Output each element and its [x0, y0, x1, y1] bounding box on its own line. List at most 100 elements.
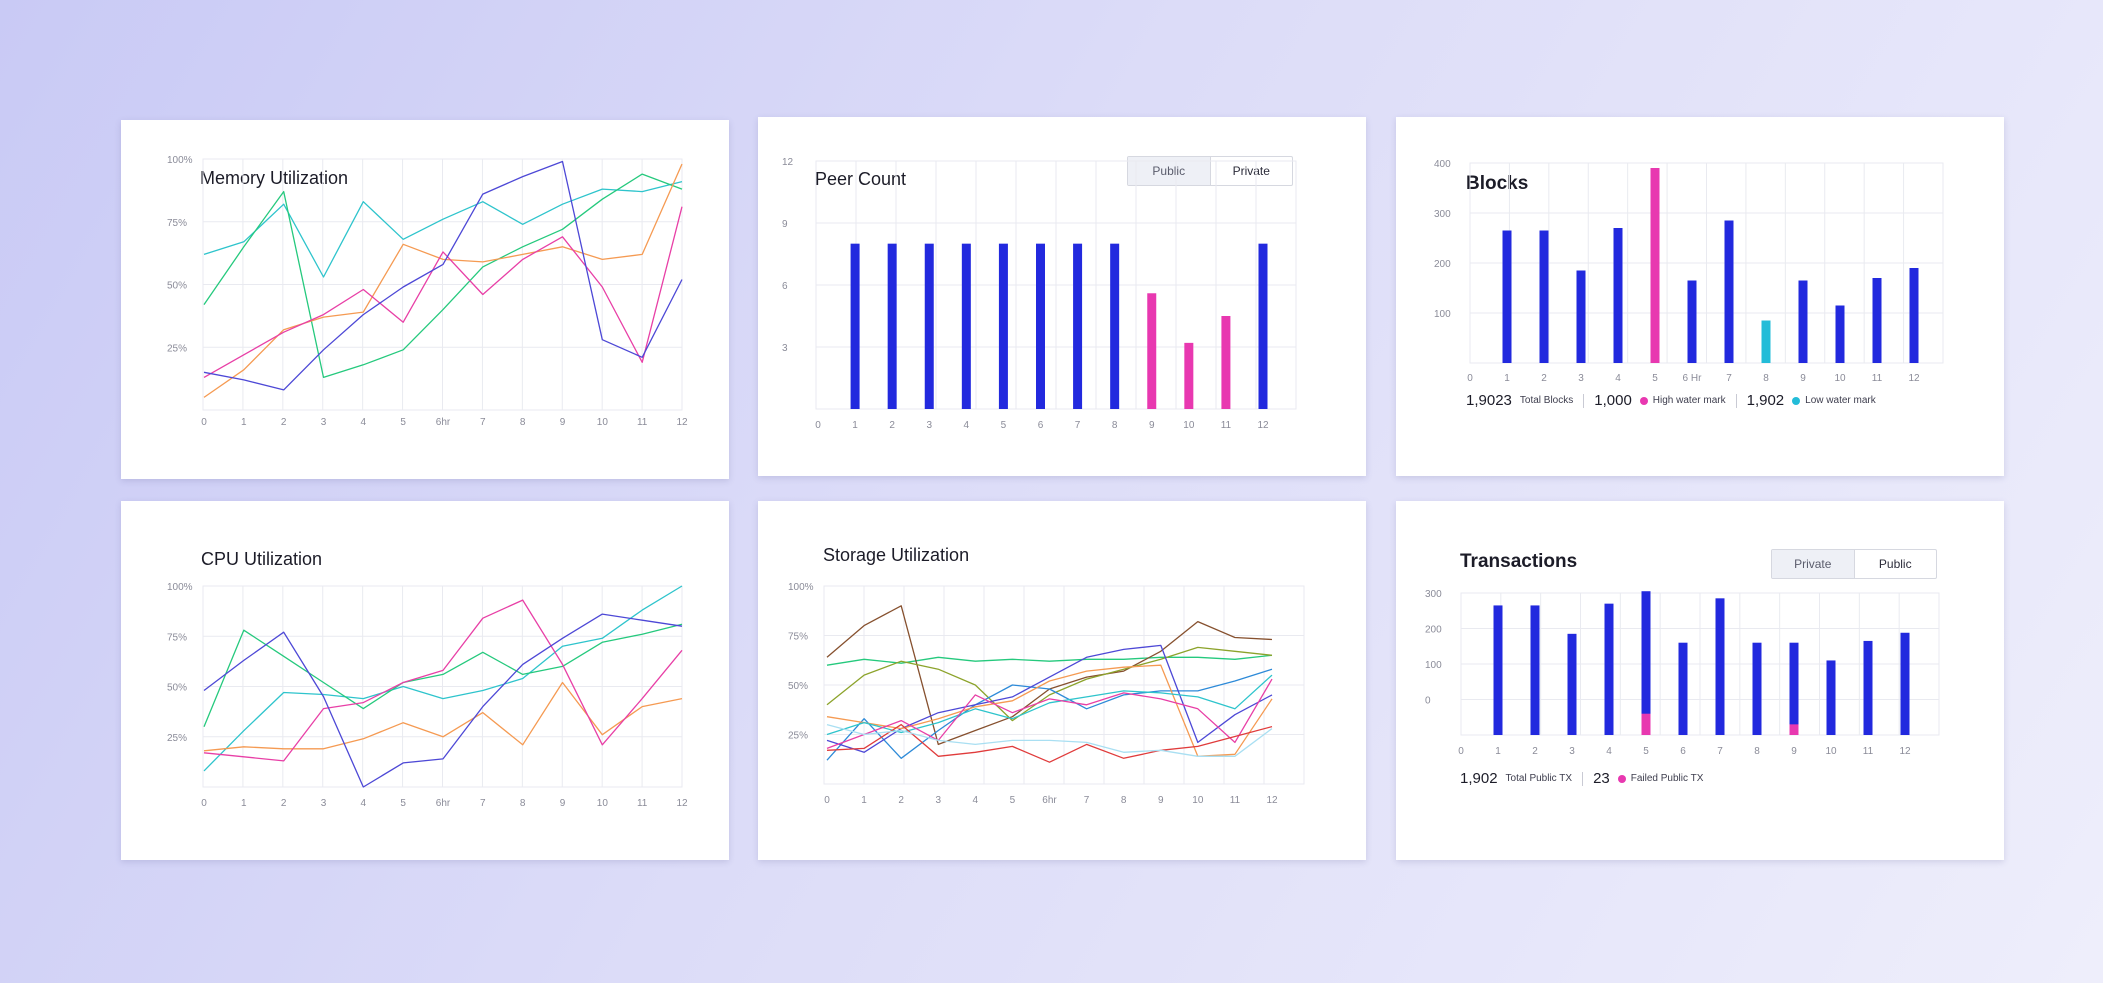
x-tick-label: 6 [1680, 746, 1686, 757]
x-tick-label: 2 [889, 420, 895, 431]
bar [1872, 278, 1882, 363]
bar [1798, 280, 1808, 363]
x-tick-label: 2 [281, 798, 287, 809]
x-tick-label: 4 [361, 417, 367, 428]
x-tick-label: 12 [1266, 795, 1278, 806]
x-tick-label: 11 [637, 417, 648, 428]
y-tick-label: 75% [788, 632, 808, 643]
failed-bar-segment [1789, 724, 1799, 735]
y-tick-label: 75% [167, 218, 187, 229]
series-line [203, 623, 683, 727]
x-tick-label: 8 [1121, 795, 1127, 806]
high-water-mark-dot-icon [1639, 396, 1648, 405]
y-tick-label: 75% [167, 632, 187, 643]
bar [1258, 243, 1268, 409]
series-line [826, 678, 1273, 750]
bar [961, 243, 971, 409]
public-toggle-button[interactable]: Public [1128, 157, 1211, 185]
y-tick-label: 400 [1434, 159, 1451, 170]
storage-utilization-title: Storage Utilization [823, 545, 970, 565]
bar [1715, 598, 1725, 735]
private-toggle-button[interactable]: Private [1232, 164, 1270, 178]
bar [1567, 633, 1577, 735]
x-tick-label: 2 [898, 795, 904, 806]
bar [1909, 268, 1919, 363]
x-tick-label: 1 [852, 420, 858, 431]
x-tick-label: 0 [201, 417, 207, 428]
stat-divider [1735, 393, 1737, 408]
x-tick-label: 11 [1230, 795, 1241, 806]
bar [998, 243, 1008, 409]
bar [1073, 243, 1083, 409]
x-tick-label: 2 [281, 417, 287, 428]
x-tick-label: 7 [480, 798, 486, 809]
x-tick-label: 5 [1652, 373, 1658, 384]
x-tick-label: 9 [1149, 420, 1155, 431]
y-tick-label: 200 [1434, 259, 1451, 270]
x-tick-label: 5 [1010, 795, 1016, 806]
transactions-network-toggle: Private Public [1771, 549, 1937, 579]
x-tick-label: 7 [1726, 373, 1732, 384]
series-line [826, 668, 1273, 761]
bar [1826, 660, 1836, 735]
series-line [203, 206, 683, 378]
cpu-utilization-chart: 25%50%75%100%0 1 2 3 4 5 6hr 7 8 9 10 11 12 [167, 582, 688, 809]
y-tick-label: 25% [167, 343, 187, 354]
y-tick-label: 300 [1434, 209, 1451, 220]
bar [1493, 605, 1503, 735]
x-tick-label: 10 [1834, 373, 1846, 384]
series-line [826, 654, 1273, 666]
series-line [826, 674, 1273, 736]
bar [1530, 605, 1540, 735]
x-tick-label: 8 [1763, 373, 1769, 384]
x-tick-label: 7 [1717, 746, 1723, 757]
x-tick-label: 9 [560, 798, 566, 809]
x-tick-label: 4 [964, 420, 970, 431]
y-tick-label: 200 [1425, 625, 1442, 636]
peer-count-card: Peer Count Public Private 3 6 9 12 0 1 2 3 4 5 6 7 8… [758, 117, 1366, 476]
x-tick-label: 12 [1908, 373, 1920, 384]
low-water-mark-value: 1,902 [1746, 392, 1785, 409]
x-tick-label: 4 [973, 795, 979, 806]
low-water-mark-label: Low water mark [1805, 395, 1876, 406]
x-tick-label: 4 [1606, 746, 1612, 757]
total-blocks-value: 1,9023 [1466, 392, 1512, 409]
bar [1724, 220, 1734, 363]
x-tick-label: 6 [1038, 420, 1044, 431]
x-tick-label: 8 [1754, 746, 1760, 757]
x-tick-label: 12 [1899, 746, 1911, 757]
x-tick-label: 0 [1458, 746, 1464, 757]
bar [1576, 270, 1586, 363]
stat-divider [1583, 393, 1585, 408]
x-tick-label: 9 [1158, 795, 1164, 806]
y-tick-label: 9 [782, 219, 788, 230]
series-line [203, 160, 683, 391]
y-tick-label: 3 [782, 343, 788, 354]
stat-divider [1582, 771, 1584, 786]
transactions-title: Transactions [1460, 551, 1578, 572]
private-toggle-button[interactable]: Private [1772, 550, 1855, 578]
low-water-mark-stat: 1,902 Low water mark [1747, 392, 1876, 409]
low-water-mark-dot-icon [1792, 396, 1801, 405]
bar [1650, 168, 1660, 363]
y-tick-label: 0 [1425, 696, 1431, 707]
failed-public-tx-label: Failed Public TX [1630, 773, 1704, 784]
bar [1835, 305, 1845, 363]
x-tick-label: 5 [1643, 746, 1649, 757]
x-tick-label: 3 [321, 798, 327, 809]
storage-utilization-chart: 25%50%75%100%0 1 2 3 4 5 6hr 7 8 9 10 11 12 [788, 582, 1305, 806]
public-toggle-button[interactable]: Public [1878, 557, 1912, 571]
total-blocks-stat: 1,9023 Total Blocks [1466, 392, 1573, 409]
y-tick-label: 25% [788, 731, 808, 742]
x-tick-label: 8 [520, 417, 526, 428]
y-tick-label: 50% [167, 281, 187, 292]
x-tick-label: 9 [560, 417, 566, 428]
x-tick-label: 8 [1112, 420, 1118, 431]
bar [1761, 320, 1771, 363]
x-tick-label: 0 [1467, 373, 1473, 384]
bar [924, 243, 934, 409]
series-line [826, 664, 1273, 757]
x-tick-label: 12 [1257, 420, 1269, 431]
